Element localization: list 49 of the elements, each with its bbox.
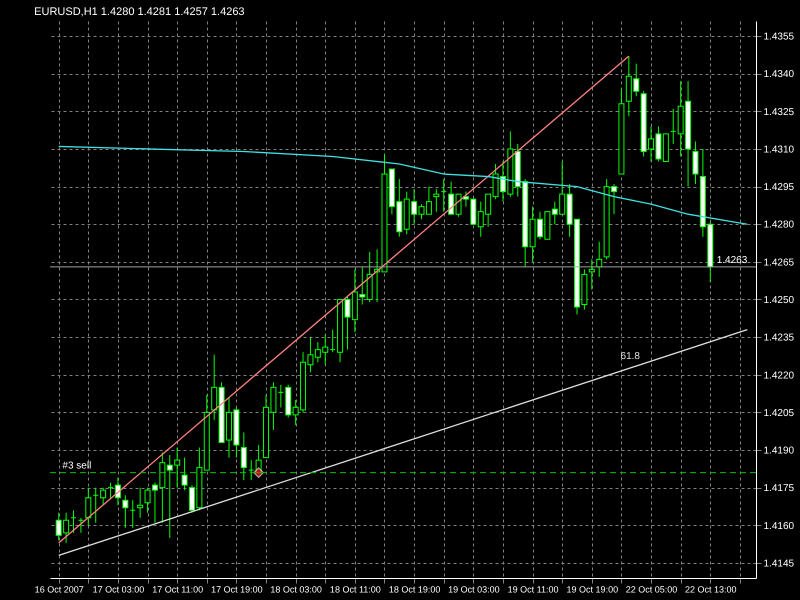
y-tick-label: 1.4235 <box>764 332 795 344</box>
y-tick-label: 1.4280 <box>764 220 795 231</box>
y-tick-label: 1.4310 <box>764 144 795 156</box>
candlestick <box>92 487 99 524</box>
y-tick-label: 1.4205 <box>764 408 795 419</box>
candlestick <box>85 487 92 526</box>
y-tick-label: 1.4160 <box>764 520 795 532</box>
y-tick-label: 1.4340 <box>764 69 795 80</box>
x-tick-label: 22 Oct 13:00 <box>685 584 737 594</box>
x-tick-label: 19 Oct 19:00 <box>566 584 618 594</box>
candlestick <box>433 188 440 212</box>
line-series <box>58 146 748 225</box>
candlestick <box>692 140 698 185</box>
x-tick-label: 19 Oct 11:00 <box>508 584 559 594</box>
y-tick-label: 1.4175 <box>764 483 795 494</box>
candlestick <box>588 258 595 290</box>
candlestick <box>108 482 114 498</box>
y-tick-label: 1.4190 <box>764 446 795 457</box>
x-tick-label: 16 Oct 2007 <box>34 584 84 594</box>
x-tick-label: 18 Oct 03:00 <box>270 584 322 594</box>
y-tick-label: 1.4295 <box>764 182 795 194</box>
candlestick <box>137 487 144 518</box>
candlestick <box>100 487 106 506</box>
candlestick <box>70 510 77 534</box>
x-tick-label: 18 Oct 19:00 <box>388 584 440 594</box>
series-label: 61.8 <box>620 350 640 362</box>
x-tick-label: 17 Oct 19:00 <box>211 584 263 594</box>
y-tick-label: 1.4220 <box>764 370 795 382</box>
y-tick-label: 1.4250 <box>764 295 795 306</box>
candlestick <box>240 432 247 481</box>
candlestick <box>130 500 136 528</box>
candlestick <box>248 460 254 481</box>
x-tick-label: 19 Oct 03:00 <box>448 584 500 594</box>
y-tick-label: 1.4355 <box>764 32 795 43</box>
candlestick <box>440 178 447 212</box>
candlestick <box>182 457 188 491</box>
chart-title: EURUSD,H1 1.4280 1.4281 1.4257 1.4263 <box>34 6 245 18</box>
candlestick <box>122 494 128 528</box>
x-tick-label: 18 Oct 11:00 <box>330 584 381 594</box>
ref-line-label: #3 sell <box>62 460 92 472</box>
y-tick-label: 1.4145 <box>764 558 795 570</box>
y-tick-label: 1.4265 <box>764 257 795 268</box>
candlestick <box>596 241 602 278</box>
y-tick-label: 1.4325 <box>764 106 795 118</box>
ref-line-label: 1.4263 <box>716 254 748 266</box>
x-tick-label: 17 Oct 03:00 <box>92 584 144 594</box>
x-tick-label: 22 Oct 05:00 <box>626 584 678 594</box>
x-tick-label: 17 Oct 11:00 <box>152 584 204 594</box>
candlestick <box>78 517 84 534</box>
